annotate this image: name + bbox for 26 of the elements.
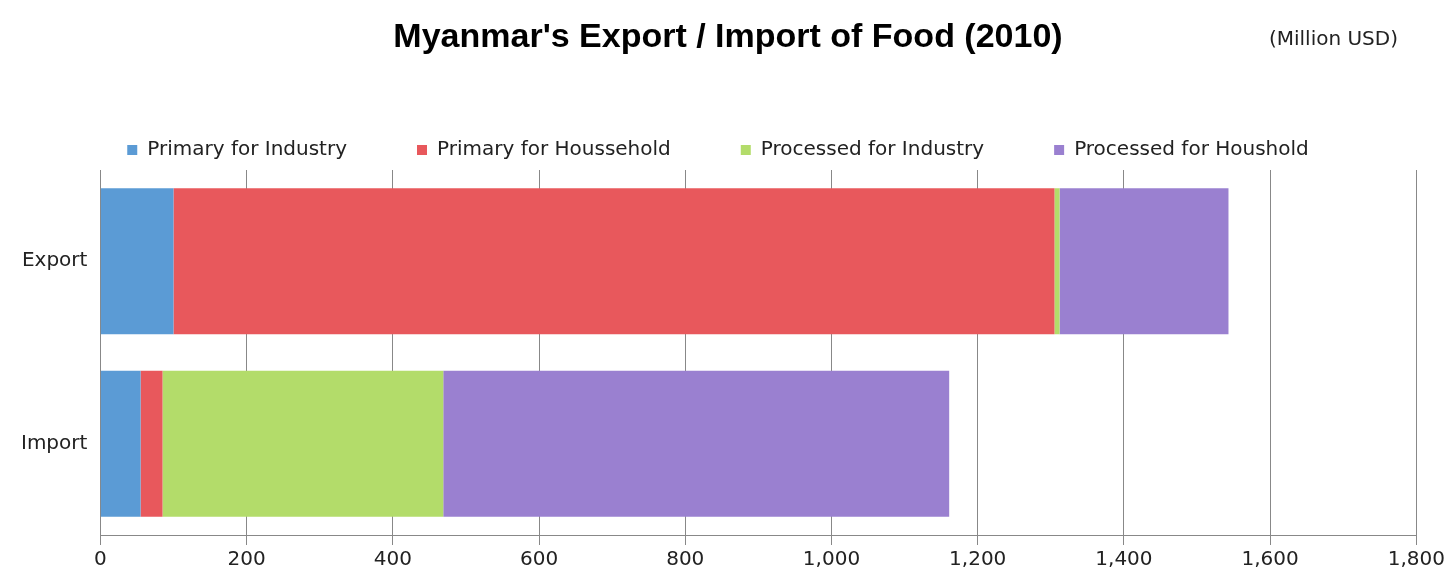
legend-label: Processed for Houshold <box>1074 136 1309 161</box>
bar <box>1059 188 1229 335</box>
legend-label: Primary for Houssehold <box>437 136 671 161</box>
bar <box>162 370 444 517</box>
bar <box>443 370 950 517</box>
legend-label: Primary for Industry <box>147 136 348 161</box>
x-tick-label: 1,600 <box>1241 546 1299 571</box>
chart-subtitle: (Million USD) <box>1268 26 1398 50</box>
x-tick-label: 1,800 <box>1387 546 1445 571</box>
x-tick-label: 200 <box>227 546 266 571</box>
bar <box>140 370 163 517</box>
bar <box>1054 188 1060 335</box>
y-tick-label: Import <box>20 429 88 454</box>
y-tick-label: Export <box>21 247 88 272</box>
x-tick-label: 1,000 <box>802 546 861 571</box>
bar <box>173 188 1055 335</box>
x-tick-label: 0 <box>94 546 107 571</box>
chart-title: Myanmar's Export / Import of Food (2010) <box>393 16 1063 54</box>
x-tick-label: 800 <box>666 546 705 571</box>
x-tick-label: 1,400 <box>1095 546 1153 571</box>
legend-label: Processed for Industry <box>760 136 985 161</box>
x-tick-label: 400 <box>373 546 412 571</box>
x-tick-label: 600 <box>519 546 559 571</box>
bar <box>100 188 174 335</box>
x-tick-label: 1,200 <box>949 546 1007 571</box>
bar <box>100 370 141 517</box>
